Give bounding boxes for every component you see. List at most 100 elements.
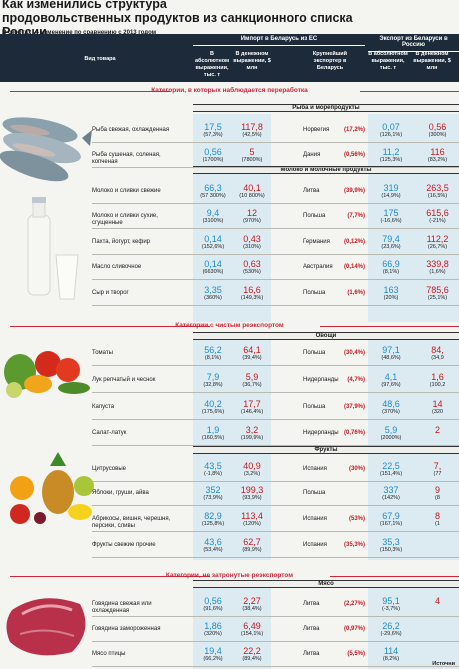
row-divider <box>92 142 459 143</box>
top-exporter: Испания (35,3%) <box>303 542 365 548</box>
top-exporter: Польша <box>303 490 326 496</box>
table-row: Томаты 56,2 (8,1%) 64,1 (39,4%) Польша (30,4%)… <box>0 343 459 366</box>
table-row: Мясо птицы 19,4 (66,2%) 22,2 (89,4%) Литва (5,… <box>0 644 459 667</box>
subgroup-fish: Рыба и морепродукты <box>193 104 459 112</box>
import-volume: 0,56 (1700%) <box>202 147 224 163</box>
export-volume: 0,07 (126,1%) <box>379 122 403 138</box>
import-shade <box>193 584 271 669</box>
import-value: 22,2 (89,4%) <box>242 646 262 662</box>
header-import-abs: В абсолютном выражении, тыс. т <box>194 51 230 78</box>
export-value: 263,5 (16,5%) <box>426 183 449 199</box>
row-divider <box>92 481 459 482</box>
import-shade <box>193 114 271 322</box>
row-divider <box>92 666 459 667</box>
header-import-group: Импорт в Беларусь из ЕС <box>193 36 365 46</box>
row-divider <box>92 641 459 642</box>
import-volume: 1,86 (320%) <box>204 621 222 637</box>
top-exporter: Литва (0,97%) <box>303 626 365 632</box>
table-row: Пахта, йогурт, кефир 0,14 (152,6%) 0,43 (310… <box>0 232 459 255</box>
import-value: 40,9 (3,2%) <box>243 461 261 477</box>
export-volume: 5,9 (2000%) <box>380 425 402 441</box>
import-volume: 56,2 (8,1%) <box>204 345 222 361</box>
import-volume: 3,35 (360%) <box>204 285 222 301</box>
import-volume: 0,56 (91,6%) <box>203 596 223 612</box>
product-label: Рыба сушеная, соленая, копченая <box>92 152 161 165</box>
export-volume: 48,6 (370%) <box>382 399 400 415</box>
top-exporter: Нидерланды (0,76%) <box>303 430 365 436</box>
note: В скобках — изменение по сравнению с 201… <box>2 30 157 36</box>
top-exporter: Польша (7,7%) <box>303 213 365 219</box>
export-value: 785,6 (25,1%) <box>426 285 449 301</box>
export-volume: 22,5 (151,4%) <box>379 461 403 477</box>
export-volume: 337 (142%) <box>382 485 400 501</box>
table-header: Вид товара Импорт в Беларусь из ЕС Экспо… <box>0 34 459 82</box>
top-exporter: Норвегия (17,2%) <box>303 127 365 133</box>
row-divider <box>92 392 459 393</box>
category-divider <box>360 91 459 92</box>
header-import-money: В денежном выражении, $ млн <box>233 51 271 71</box>
row-divider <box>92 616 459 617</box>
table-row: Цитрусовые 43,5 (-1,8%) 40,9 (3,2%) Испания (3… <box>0 459 459 482</box>
subgroup-milk: Молоко и молочные продукты <box>193 166 459 174</box>
vegetables-illustration <box>4 351 90 398</box>
import-value: 17,7 (146,4%) <box>240 399 264 415</box>
top-exporter: Дания (0,56%) <box>303 152 365 158</box>
table-row: Молоко и сливки сухие, сгущенные 9,4 (3100… <box>0 206 459 229</box>
table-row: Абрикосы, вишня, черешня, персики, сливы… <box>0 509 459 532</box>
import-value: 5 (7800%) <box>241 147 263 163</box>
top-exporter: Польша (1,6%) <box>303 290 365 296</box>
top-exporter: Польша (30,4%) <box>303 350 365 356</box>
import-value: 199,3 (93,9%) <box>240 485 264 501</box>
subgroup-meat: Мясо <box>193 580 459 588</box>
export-volume: 175 (-16,6%) <box>380 208 402 224</box>
product-label: Салат-латук <box>92 430 127 436</box>
table-row: Рыба сушеная, соленая, копченая 0,56 (1700… <box>0 145 459 168</box>
export-volume: 67,9 (167,1%) <box>379 511 403 527</box>
subgroup-fruit: Фрукты <box>193 446 459 454</box>
table-row: Яблоки, груши, айва 352 (73,9%) 199,3 (93,9%… <box>0 483 459 506</box>
export-value: 2 <box>434 425 440 435</box>
category-divider <box>10 91 170 92</box>
product-label: Абрикосы, вишня, черешня, персики, сливы <box>92 516 171 529</box>
table-row: Масло сливочное 0,14 (6630%) 0,63 (530%) Авст… <box>0 257 459 280</box>
meat-illustration <box>6 598 86 656</box>
export-volume: 319 (14,9%) <box>381 183 401 199</box>
category-divider <box>330 576 459 577</box>
row-divider <box>92 505 459 506</box>
export-value: 14 (320 <box>431 399 443 415</box>
table-row: Лук репчатый и чеснок 7,9 (32,8%) 5,9 (36,7%… <box>0 370 459 393</box>
import-value: 2,27 (38,4%) <box>242 596 262 612</box>
import-volume: 43,5 (-1,8%) <box>203 461 223 477</box>
import-volume: 1,9 (160,5%) <box>201 425 225 441</box>
row-divider <box>92 279 459 280</box>
import-volume: 43,6 (53,4%) <box>203 537 223 553</box>
category-divider <box>10 326 210 327</box>
product-label: Говядина замороженная <box>92 626 161 632</box>
import-value: 3,2 (199,9%) <box>240 425 264 441</box>
table-row: Говядина свежая или охлажденная 0,56 (91,6… <box>0 594 459 617</box>
source-note: Источни <box>432 661 455 667</box>
export-volume: 35,3 (150,3%) <box>379 537 403 553</box>
import-volume: 17,5 (57,3%) <box>203 122 223 138</box>
row-divider <box>92 228 459 229</box>
category-reexport: Категории с чистым реэкспортом <box>175 322 284 329</box>
import-volume: 40,2 (175,6%) <box>201 399 225 415</box>
export-value: 0,56 (300%) <box>428 122 447 138</box>
product-label: Молоко и сливки сухие, сгущенные <box>92 213 158 226</box>
row-divider <box>92 167 459 168</box>
export-volume: 26,2 (-29,6%) <box>380 621 402 637</box>
top-exporter: Испания (30%) <box>303 466 365 472</box>
header-exporter: Крупнейший экспортер в Беларусь <box>312 51 348 71</box>
import-value: 0,43 (310%) <box>243 234 261 250</box>
header-export-abs: В абсолютном выражении, тыс. т <box>368 51 408 71</box>
export-value: 7, (77 <box>433 461 442 477</box>
table-row: Рыба свежая, охлажденная 17,5 (57,3%) 117,8… <box>0 120 459 143</box>
export-volume: 95,1 (-3,7%) <box>381 596 401 612</box>
table-row: Говядина замороженная 1,86 (320%) 6,49 (154,… <box>0 619 459 642</box>
import-value: 0,63 (530%) <box>243 259 261 275</box>
row-divider <box>92 305 459 306</box>
subgroup-vegetables: Овощи <box>193 332 459 340</box>
table-row: Капуста 40,2 (175,6%) 17,7 (146,4%) Польша (37… <box>0 397 459 420</box>
row-divider <box>92 557 459 558</box>
milk-illustration <box>27 197 79 300</box>
